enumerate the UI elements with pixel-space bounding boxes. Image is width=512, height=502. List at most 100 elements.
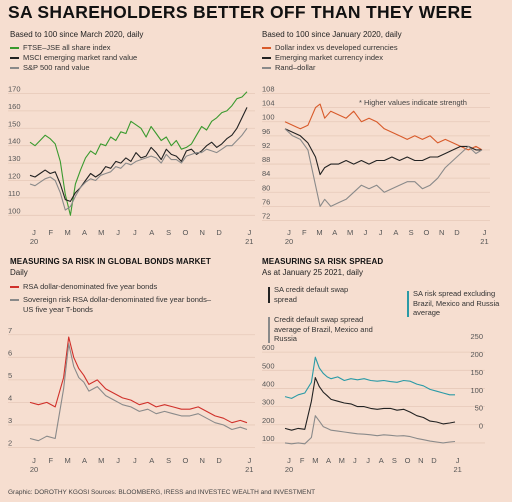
x-tick-label: A <box>82 228 87 237</box>
x-tick-label: J <box>32 228 36 237</box>
x-tick-label: O <box>182 228 188 237</box>
y-tick-label: 104 <box>262 99 275 108</box>
y-tick-label: 130 <box>8 154 21 163</box>
x-tick-label: A <box>332 228 337 237</box>
x-tick-label: A <box>379 456 384 465</box>
x-tick-label: A <box>82 456 87 465</box>
x-tick-label: S <box>166 456 171 465</box>
legend-item-em-currency: Emerging market currency index <box>262 53 398 63</box>
y-tick-label: 160 <box>8 102 21 111</box>
x-tick-label: J <box>287 456 291 465</box>
top-right-legend: Dollar index vs developed currencies Eme… <box>262 43 398 73</box>
series-line-3-0 <box>284 377 456 431</box>
y-tick-label: 7 <box>8 326 12 335</box>
bonds-legend: RSA dollar-denominated five year bonds S… <box>10 282 215 315</box>
x-tick-label: 21 <box>480 237 488 246</box>
legend-item-rand-dollar: Rand–dollar <box>262 63 398 73</box>
y-tick-label: 150 <box>8 119 21 128</box>
series-line-1-0 <box>284 103 483 151</box>
y-tick-label: 400 <box>262 379 275 388</box>
x-tick-label: S <box>409 228 414 237</box>
legend-item-msci: MSCI emerging market rand value <box>10 53 137 63</box>
x-tick-label: 20 <box>285 465 293 474</box>
strength-note: * Higher values indicate strength <box>359 98 467 107</box>
x-tick-label: M <box>316 228 322 237</box>
x-tick-label: N <box>200 228 205 237</box>
x-tick-label: D <box>216 456 222 465</box>
x-tick-label: N <box>200 456 205 465</box>
x-tick-label: J <box>483 228 487 237</box>
x-tick-label: 20 <box>285 237 293 246</box>
y-tick-label: 100 <box>8 206 21 215</box>
x-tick-label: J <box>32 456 36 465</box>
x-tick-label: O <box>405 456 411 465</box>
y-tick-label: 72 <box>262 211 270 220</box>
x-tick-label: 20 <box>30 465 38 474</box>
x-tick-label: J <box>366 456 370 465</box>
series-line-3-1 <box>284 415 456 445</box>
series-line-3-2 <box>284 356 455 399</box>
footer-credits: Graphic: DOROTHY KGOSI Sources: BLOOMBER… <box>8 489 316 496</box>
series-line-1-2 <box>284 128 483 207</box>
y-tick-label: 100 <box>262 113 275 122</box>
series-line-2-1 <box>29 343 248 442</box>
series-line-2-0 <box>29 336 248 424</box>
y-tick-label: 100 <box>262 434 275 443</box>
x-tick-label: D <box>454 228 460 237</box>
y-tick-label: 600 <box>262 343 275 352</box>
x-tick-label: D <box>431 456 437 465</box>
x-tick-label: O <box>424 228 430 237</box>
x-tick-label: F <box>49 456 54 465</box>
x-tick-label: A <box>149 228 154 237</box>
y-tick-label: 92 <box>262 141 270 150</box>
y-tick-label: 200 <box>262 416 275 425</box>
y-tick-label: 80 <box>262 183 270 192</box>
y-tick-label: 88 <box>262 155 270 164</box>
x-tick-label: M <box>347 228 353 237</box>
y-tick-label: 3 <box>8 416 12 425</box>
x-tick-label: D <box>216 228 222 237</box>
legend-item-rsa-bonds: RSA dollar-denominated five year bonds <box>10 282 215 292</box>
x-tick-label: J <box>247 228 251 237</box>
y-right-tick-label: 200 <box>470 350 483 359</box>
x-tick-label: S <box>166 228 171 237</box>
x-tick-label: M <box>98 228 104 237</box>
y-tick-label: 4 <box>8 393 12 402</box>
y-tick-label: 108 <box>262 85 275 94</box>
y-tick-label: 2 <box>8 438 12 447</box>
annot-sa-cds: SA credit default swap spread <box>268 285 354 304</box>
top-left-legend: FTSE–JSE all share index MSCI emerging m… <box>10 43 137 73</box>
x-tick-label: M <box>98 456 104 465</box>
x-tick-label: 21 <box>245 465 253 474</box>
legend-item-sovereign-risk: Sovereign risk RSA dollar-denominated fi… <box>10 295 215 315</box>
x-tick-label: M <box>312 456 318 465</box>
top-left-subtitle: Based to 100 since March 2020, daily <box>10 30 144 39</box>
y-tick-label: 300 <box>262 398 275 407</box>
x-tick-label: F <box>300 456 305 465</box>
page-headline: SA SHAREHOLDERS BETTER OFF THAN THEY WER… <box>8 2 473 22</box>
y-right-tick-label: 100 <box>470 386 483 395</box>
x-tick-label: F <box>49 228 54 237</box>
bonds-subtitle: Daily <box>10 268 28 277</box>
x-tick-label: M <box>339 456 345 465</box>
legend-item-sp500: S&P 500 rand value <box>10 63 137 73</box>
y-right-tick-label: 250 <box>470 332 483 341</box>
series-line-0-1 <box>29 107 248 202</box>
x-tick-label: 21 <box>454 465 462 474</box>
x-tick-label: 21 <box>245 237 253 246</box>
y-tick-label: 96 <box>262 127 270 136</box>
bonds-title: MEASURING SA RISK IN GLOBAL BONDS MARKET <box>10 257 211 266</box>
x-tick-label: J <box>247 456 251 465</box>
x-tick-label: J <box>116 456 120 465</box>
x-tick-label: A <box>149 456 154 465</box>
x-tick-label: F <box>302 228 307 237</box>
legend-item-ftse: FTSE–JSE all share index <box>10 43 137 53</box>
x-tick-label: J <box>133 228 137 237</box>
x-tick-label: A <box>326 456 331 465</box>
legend-item-dollar-index: Dollar index vs developed currencies <box>262 43 398 53</box>
y-right-tick-label: 0 <box>479 422 483 431</box>
y-tick-label: 76 <box>262 197 270 206</box>
y-tick-label: 170 <box>8 84 21 93</box>
y-tick-label: 140 <box>8 137 21 146</box>
